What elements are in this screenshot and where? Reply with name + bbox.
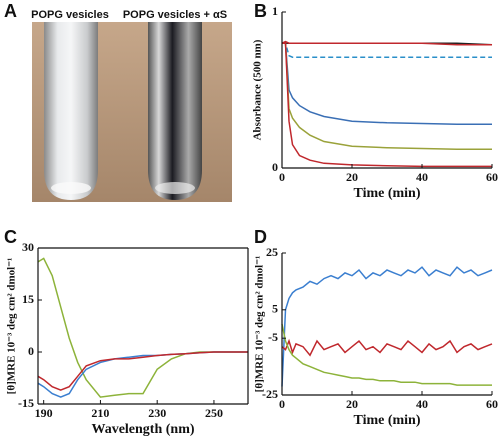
- panel-label: B: [254, 1, 267, 21]
- y-tick-label: 0: [28, 344, 34, 358]
- data-line: [281, 323, 492, 386]
- x-tick-label: 230: [148, 406, 166, 420]
- y-tick-label: 15: [22, 292, 34, 306]
- panel-label: D: [254, 227, 267, 247]
- y-tick-label: -25: [262, 387, 278, 401]
- photo-label: POPG vesicles + αS: [123, 9, 227, 21]
- x-tick-label: 0: [279, 397, 285, 411]
- y-tick-label: 0: [272, 160, 278, 174]
- y-tick-label: -5: [268, 330, 278, 344]
- y-axis-title: [θ]MRE 10⁻³ deg cm² dmol⁻¹: [254, 256, 266, 393]
- data-line: [281, 338, 493, 357]
- data-line: [282, 42, 492, 58]
- x-tick-label: 250: [205, 406, 223, 420]
- x-tick-label: 190: [35, 406, 53, 420]
- x-tick-label: 40: [416, 397, 428, 411]
- x-tick-label: 20: [346, 170, 358, 184]
- data-line: [282, 42, 492, 168]
- x-tick-label: 0: [279, 170, 285, 184]
- panel-label: C: [4, 227, 17, 247]
- tube-bottom: [51, 182, 91, 194]
- x-axis-title: Time (min): [353, 413, 420, 428]
- photo-label: POPG vesicles: [31, 9, 109, 21]
- y-axis-title: Absorbance (500 nm): [252, 39, 264, 140]
- data-line: [282, 42, 492, 126]
- panel-label: A: [4, 1, 17, 21]
- data-line: [37, 351, 248, 391]
- data-line: [281, 266, 493, 387]
- x-tick-label: 60: [486, 170, 498, 184]
- y-tick-label: 25: [266, 245, 278, 259]
- data-line: [37, 351, 248, 398]
- y-tick-label: -15: [18, 396, 34, 410]
- data-line: [281, 40, 492, 46]
- data-line: [37, 257, 248, 398]
- x-axis-title: Wavelength (nm): [91, 422, 194, 437]
- y-tick-label: 1: [272, 4, 278, 18]
- x-axis-title: Time (min): [353, 186, 420, 201]
- y-tick-label: 5: [272, 302, 278, 316]
- tube: [44, 22, 98, 200]
- x-tick-label: 40: [416, 170, 428, 184]
- y-axis-title: [θ]MRE 10⁻³ deg cm² dmol⁻¹: [6, 258, 18, 395]
- tube-bottom: [155, 182, 195, 194]
- x-tick-label: 20: [346, 397, 358, 411]
- data-line: [282, 42, 492, 151]
- x-tick-label: 60: [486, 397, 498, 411]
- x-tick-label: 210: [91, 406, 109, 420]
- tube: [148, 22, 202, 200]
- y-tick-label: 30: [22, 240, 34, 254]
